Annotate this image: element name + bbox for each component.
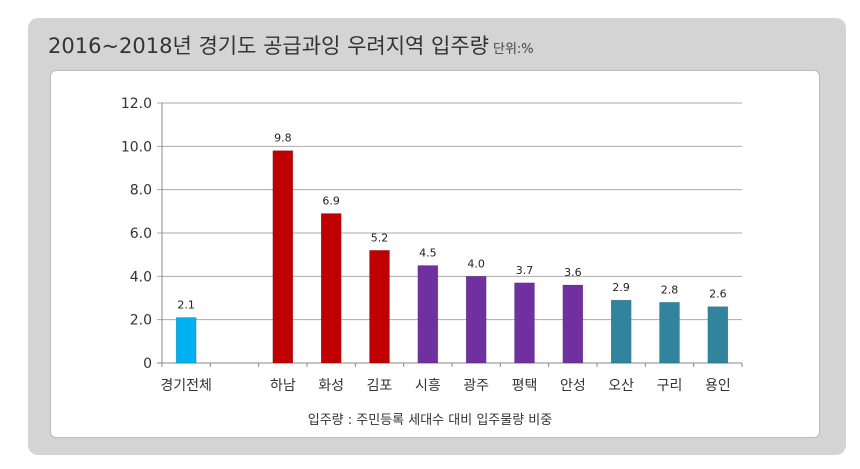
bar [369, 250, 390, 364]
x-tick-label: 평택 [512, 378, 538, 394]
data-label: 5.2 [371, 231, 389, 244]
x-tick-label: 경기전체 [160, 378, 212, 394]
bar [514, 282, 535, 364]
bar [707, 306, 729, 364]
bar [272, 150, 294, 364]
x-tick-label: 김포 [367, 378, 393, 394]
data-label: 3.6 [564, 266, 582, 279]
data-label: 2.8 [661, 283, 679, 296]
x-tick-label: 화성 [318, 378, 344, 394]
unit-label: 단위:% [492, 42, 534, 57]
y-tick-label: 12.0 [121, 96, 152, 112]
bar [659, 302, 680, 364]
data-label: 9.8 [274, 132, 292, 145]
bar [320, 213, 342, 364]
x-tick-label: 용인 [705, 378, 731, 394]
y-tick-label: 10.0 [121, 139, 152, 155]
x-tick-label: 안성 [560, 378, 586, 394]
data-label: 2.9 [612, 281, 630, 294]
bar [465, 276, 487, 364]
x-tick-label: 하남 [270, 378, 296, 394]
x-tick-label: 광주 [463, 378, 489, 394]
x-tick-label: 시흥 [415, 378, 441, 394]
y-tick-label: 4.0 [130, 269, 152, 285]
data-label: 6.9 [322, 195, 340, 208]
data-label: 2.1 [177, 299, 195, 312]
bar [610, 299, 632, 364]
chart-title: 2016~2018년 경기도 공급과잉 우려지역 입주량 단위:% [48, 30, 534, 60]
chart-caption: 입주량 : 주민등록 세대수 대비 입주물량 비중 [307, 413, 553, 428]
data-label: 4.5 [419, 247, 437, 260]
data-label: 4.0 [467, 257, 485, 270]
bar [417, 265, 439, 364]
y-tick-label: 0 [143, 356, 152, 372]
x-tick-label: 구리 [657, 378, 683, 394]
data-label: 2.6 [709, 288, 727, 301]
bar [175, 317, 197, 364]
data-label: 3.7 [516, 264, 534, 277]
y-tick-label: 2.0 [130, 313, 152, 329]
title-text: 2016~2018년 경기도 공급과잉 우려지역 입주량 [48, 34, 489, 58]
y-tick-label: 6.0 [130, 226, 152, 242]
x-tick-label: 오산 [608, 378, 634, 394]
bar [562, 284, 584, 364]
y-tick-label: 8.0 [130, 183, 152, 199]
